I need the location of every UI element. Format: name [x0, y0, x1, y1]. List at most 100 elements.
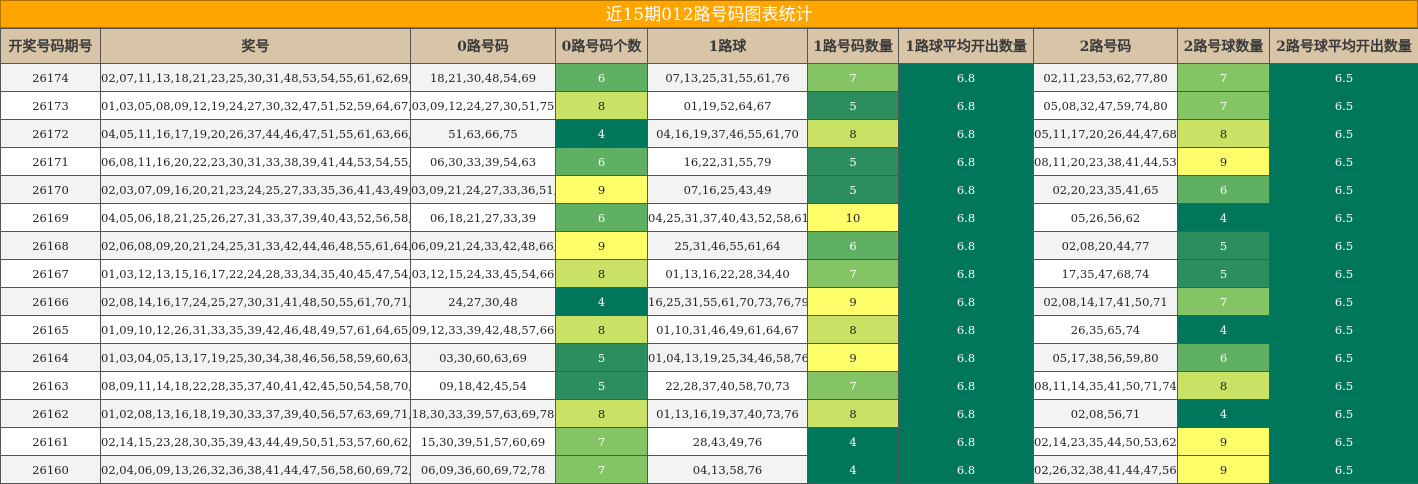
cell-route0-count: 8	[555, 399, 648, 428]
cell-numbers: 02,14,15,23,28,30,35,39,43,44,49,50,51,5…	[100, 427, 411, 456]
cell-period: 26174	[0, 63, 101, 92]
cell-numbers: 01,03,04,05,13,17,19,25,30,34,38,46,56,5…	[100, 343, 411, 372]
cell-route0-count: 6	[555, 147, 648, 176]
cell-route1-numbers: 07,13,25,31,55,61,76	[647, 63, 808, 92]
cell-route0-count: 8	[555, 315, 648, 344]
cell-route1-numbers: 04,13,58,76	[647, 455, 808, 484]
cell-route2-count: 8	[1177, 371, 1270, 400]
cell-route2-average: 6.5	[1269, 399, 1418, 428]
cell-route2-count: 5	[1177, 231, 1270, 260]
cell-route2-count: 9	[1177, 147, 1270, 176]
cell-route0-numbers: 18,21,30,48,54,69	[410, 63, 556, 92]
header-route2-average: 2路号球平均开出数量	[1269, 28, 1418, 64]
cell-route2-numbers: 05,26,56,62	[1033, 203, 1178, 232]
cell-route2-average: 6.5	[1269, 287, 1418, 316]
cell-period: 26163	[0, 371, 101, 400]
cell-route1-average: 6.8	[898, 63, 1034, 92]
cell-period: 26172	[0, 119, 101, 148]
cell-numbers: 08,09,11,14,18,22,28,35,37,40,41,42,45,5…	[100, 371, 411, 400]
cell-route2-average: 6.5	[1269, 91, 1418, 120]
table-row: 26174 02,07,11,13,18,21,23,25,30,31,48,53…	[0, 63, 1418, 92]
cell-numbers: 02,03,07,09,16,20,21,23,24,25,27,33,35,3…	[100, 175, 411, 204]
cell-route1-numbers: 22,28,37,40,58,70,73	[647, 371, 808, 400]
cell-route0-count: 7	[555, 427, 648, 456]
table-row: 26168 02,06,08,09,20,21,24,25,31,33,42,44…	[0, 231, 1418, 260]
cell-route1-numbers: 16,25,31,55,61,70,73,76,79	[647, 287, 808, 316]
cell-route1-average: 6.8	[898, 91, 1034, 120]
cell-route1-count: 5	[807, 147, 899, 176]
cell-route1-average: 6.8	[898, 231, 1034, 260]
table-row: 26166 02,08,14,16,17,24,25,27,30,31,41,48…	[0, 287, 1418, 316]
header-route1-average: 1路球平均开出数量	[898, 28, 1034, 64]
cell-route1-average: 6.8	[898, 119, 1034, 148]
cell-period: 26170	[0, 175, 101, 204]
cell-route1-count: 6	[807, 231, 899, 260]
cell-numbers: 01,03,12,13,15,16,17,22,24,28,33,34,35,4…	[100, 259, 411, 288]
cell-route0-count: 8	[555, 259, 648, 288]
cell-route1-count: 9	[807, 343, 899, 372]
cell-route1-average: 6.8	[898, 455, 1034, 484]
cell-route2-count: 4	[1177, 399, 1270, 428]
table-row: 26160 02,04,06,09,13,26,32,36,38,41,44,47…	[0, 455, 1418, 484]
cell-route2-numbers: 08,11,14,35,41,50,71,74	[1033, 371, 1178, 400]
cell-route1-average: 6.8	[898, 203, 1034, 232]
header-route0-count: 0路号码个数	[555, 28, 648, 64]
cell-route0-count: 9	[555, 175, 648, 204]
cell-route2-count: 4	[1177, 315, 1270, 344]
cell-route2-numbers: 02,08,56,71	[1033, 399, 1178, 428]
cell-period: 26161	[0, 427, 101, 456]
cell-route2-numbers: 02,11,23,53,62,77,80	[1033, 63, 1178, 92]
cell-route2-numbers: 02,26,32,38,41,44,47,56,80	[1033, 455, 1178, 484]
cell-numbers: 04,05,06,18,21,25,26,27,31,33,37,39,40,4…	[100, 203, 411, 232]
header-row: 开奖号码期号 奖号 0路号码 0路号码个数 1路球 1路号码数量 1路球平均开出…	[0, 28, 1418, 64]
cell-route0-numbers: 03,30,60,63,69	[410, 343, 556, 372]
cell-route2-numbers: 02,08,14,17,41,50,71	[1033, 287, 1178, 316]
cell-route1-numbers: 16,22,31,55,79	[647, 147, 808, 176]
cell-route2-numbers: 26,35,65,74	[1033, 315, 1178, 344]
cell-period: 26162	[0, 399, 101, 428]
cell-route0-numbers: 06,09,21,24,33,42,48,66,72	[410, 231, 556, 260]
table-row: 26167 01,03,12,13,15,16,17,22,24,28,33,34…	[0, 259, 1418, 288]
cell-route0-count: 6	[555, 203, 648, 232]
cell-route1-average: 6.8	[898, 175, 1034, 204]
cell-period: 26171	[0, 147, 101, 176]
cell-route2-count: 6	[1177, 175, 1270, 204]
cell-route2-average: 6.5	[1269, 315, 1418, 344]
cell-route2-average: 6.5	[1269, 455, 1418, 484]
cell-route1-average: 6.8	[898, 343, 1034, 372]
cell-route2-average: 6.5	[1269, 119, 1418, 148]
cell-route1-count: 8	[807, 119, 899, 148]
cell-route1-count: 7	[807, 259, 899, 288]
table-row: 26162 01,02,08,13,16,18,19,30,33,37,39,40…	[0, 399, 1418, 428]
cell-route2-count: 9	[1177, 427, 1270, 456]
cell-route1-average: 6.8	[898, 259, 1034, 288]
table-row: 26172 04,05,11,16,17,19,20,26,37,44,46,47…	[0, 119, 1418, 148]
header-route1-count: 1路号码数量	[807, 28, 899, 64]
table-row: 26173 01,03,05,08,09,12,19,24,27,30,32,47…	[0, 91, 1418, 120]
cell-route2-numbers: 05,17,38,56,59,80	[1033, 343, 1178, 372]
cell-route1-count: 4	[807, 427, 899, 456]
cell-route0-count: 6	[555, 63, 648, 92]
cell-route2-count: 8	[1177, 119, 1270, 148]
table-row: 26171 06,08,11,16,20,22,23,30,31,33,38,39…	[0, 147, 1418, 176]
header-period: 开奖号码期号	[0, 28, 101, 64]
table-row: 26163 08,09,11,14,18,22,28,35,37,40,41,42…	[0, 371, 1418, 400]
stats-table: 开奖号码期号 奖号 0路号码 0路号码个数 1路球 1路号码数量 1路球平均开出…	[0, 28, 1418, 484]
cell-period: 26160	[0, 455, 101, 484]
table-row: 26170 02,03,07,09,16,20,21,23,24,25,27,33…	[0, 175, 1418, 204]
cell-period: 26173	[0, 91, 101, 120]
cell-period: 26167	[0, 259, 101, 288]
cell-route1-average: 6.8	[898, 399, 1034, 428]
cell-route1-count: 7	[807, 371, 899, 400]
cell-numbers: 01,03,05,08,09,12,19,24,27,30,32,47,51,5…	[100, 91, 411, 120]
cell-route2-numbers: 02,14,23,35,44,50,53,62,74	[1033, 427, 1178, 456]
cell-period: 26169	[0, 203, 101, 232]
table-row: 26169 04,05,06,18,21,25,26,27,31,33,37,39…	[0, 203, 1418, 232]
header-route1-numbers: 1路球	[647, 28, 808, 64]
cell-route0-numbers: 51,63,66,75	[410, 119, 556, 148]
cell-route2-numbers: 02,20,23,35,41,65	[1033, 175, 1178, 204]
cell-route2-numbers: 02,08,20,44,77	[1033, 231, 1178, 260]
cell-route2-count: 7	[1177, 91, 1270, 120]
cell-route2-numbers: 17,35,47,68,74	[1033, 259, 1178, 288]
